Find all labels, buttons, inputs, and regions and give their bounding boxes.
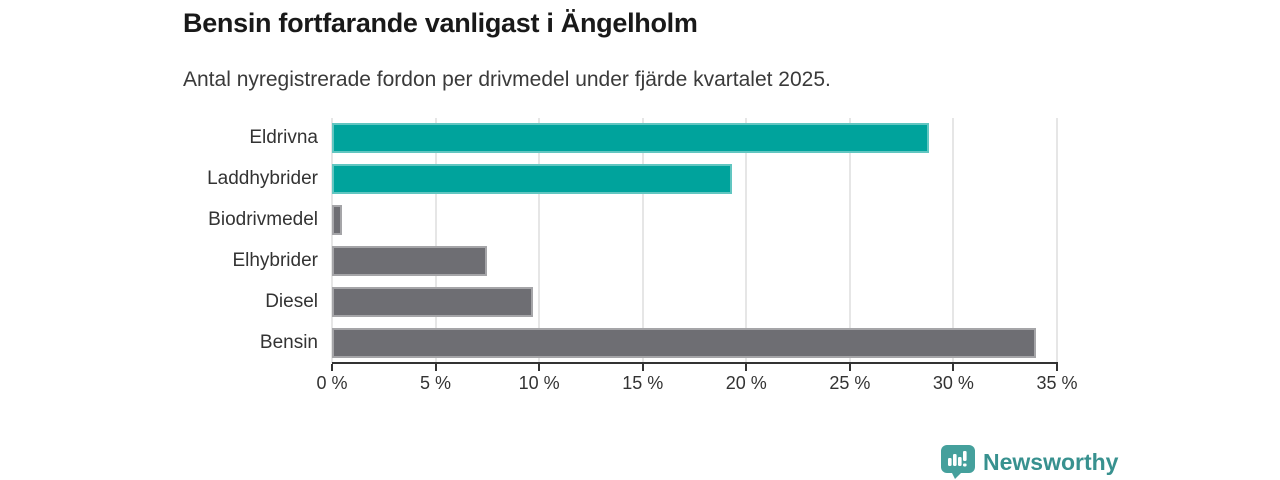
category-label: Bensin: [259, 331, 318, 353]
bar-row: Biodrivmedel: [208, 200, 1057, 241]
bar-chart-plot-area: Eldrivna Laddhybrider Biodrivmedel Elhybrid…: [207, 118, 1058, 363]
bar-row: Laddhybrider: [207, 159, 1057, 200]
bar-biodrivmedel: [332, 205, 343, 236]
x-axis-tick: [1056, 364, 1058, 371]
category-label: Diesel: [265, 290, 318, 312]
category-label: Laddhybrider: [207, 168, 318, 190]
bar-row: Eldrivna: [249, 118, 1057, 159]
x-axis-tick: [745, 364, 748, 371]
x-axis-tick: [538, 364, 541, 371]
gridlines: [331, 118, 1058, 363]
chart-subtitle: Antal nyregistrerade fordon per drivmede…: [183, 68, 831, 91]
gridline: [434, 118, 437, 363]
x-axis-tick-label: 0 %: [316, 373, 348, 393]
bar-elhybrider: [332, 245, 488, 276]
gridline: [641, 118, 644, 363]
bar-row: Elhybrider: [232, 240, 1057, 281]
gridline: [745, 118, 748, 363]
gridline: [848, 118, 851, 363]
bar-rows: Eldrivna Laddhybrider Biodrivmedel Elhybrid…: [207, 118, 1057, 363]
x-axis-tick-label: 30 %: [932, 373, 974, 393]
bar-bensin: [332, 327, 1037, 358]
x-axis-tick: [434, 364, 437, 371]
x-axis-tick: [641, 364, 644, 371]
x-axis-tick: [848, 364, 851, 371]
bar-row: Diesel: [265, 281, 1057, 322]
category-label: Biodrivmedel: [208, 209, 318, 231]
x-axis-tick-label: 35 %: [1036, 373, 1078, 393]
category-label: Elhybrider: [232, 249, 318, 271]
x-axis-tick: [331, 364, 333, 371]
x-axis-tick-label: 5 %: [420, 373, 452, 393]
bar-row: Bensin: [260, 322, 1057, 363]
x-axis-tick: [952, 364, 955, 371]
category-label: Eldrivna: [249, 127, 318, 149]
newsworthy-logo[interactable]: Newsworthy: [941, 445, 1118, 479]
x-axis-tick-label: 10 %: [518, 373, 560, 393]
newsworthy-wordmark: Newsworthy: [983, 448, 1119, 475]
gridline: [952, 118, 955, 363]
x-axis-tick-label: 25 %: [829, 373, 871, 393]
x-axis-tick-label: 15 %: [622, 373, 664, 393]
gridline: [331, 118, 333, 363]
gridline: [538, 118, 541, 363]
chart-title: Bensin fortfarande vanligast i Ängelholm: [183, 8, 698, 38]
bar-chart-speech-bubble-icon: [941, 445, 975, 479]
gridline: [1056, 118, 1058, 363]
x-axis-line: [332, 362, 1058, 364]
bar-diesel: [332, 286, 533, 317]
bar-laddhybrider: [332, 164, 732, 195]
bar-eldrivna: [332, 123, 929, 154]
x-axis-tick-label: 20 %: [725, 373, 767, 393]
